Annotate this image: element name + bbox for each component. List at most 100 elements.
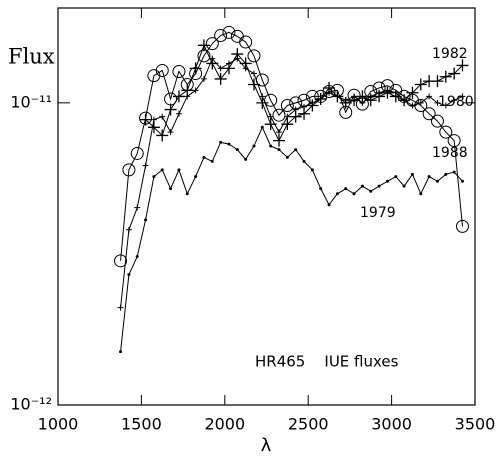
data-point [394, 175, 398, 179]
data-point [172, 90, 185, 103]
data-point [430, 114, 444, 128]
data-point [414, 78, 427, 91]
data-point [314, 89, 328, 103]
data-point [185, 192, 189, 196]
data-point [159, 113, 166, 120]
data-point [264, 93, 278, 107]
data-point [410, 172, 414, 176]
annotation: HR465 IUE fluxes [255, 353, 399, 371]
data-point [242, 65, 249, 72]
data-point [260, 125, 264, 129]
data-point [317, 95, 324, 102]
data-point [172, 64, 186, 78]
data-point [455, 219, 469, 233]
data-point [144, 218, 148, 222]
y-tick-label: 10⁻¹² [10, 395, 52, 414]
data-point [448, 67, 461, 80]
data-point [247, 49, 261, 63]
data-point [369, 189, 373, 193]
data-point [135, 255, 139, 259]
data-point [339, 105, 353, 119]
data-point [130, 146, 144, 160]
data-point [442, 102, 449, 109]
data-point [289, 110, 302, 123]
data-point [292, 106, 299, 113]
data-point [335, 192, 339, 196]
data-point [322, 85, 336, 99]
data-point [377, 184, 381, 188]
data-point [364, 85, 378, 99]
data-point [225, 60, 232, 67]
series-label: 1982 [432, 46, 468, 62]
data-point [452, 170, 456, 174]
data-point [276, 129, 283, 136]
data-point [426, 93, 433, 100]
data-point [402, 184, 406, 188]
data-point [192, 87, 199, 94]
data-point [197, 49, 211, 63]
data-point [200, 75, 207, 82]
series-label: 1988 [432, 145, 468, 161]
data-point [169, 187, 173, 191]
data-point [250, 70, 257, 77]
data-point [267, 113, 274, 120]
series-label: 1979 [360, 205, 396, 221]
data-point [180, 77, 194, 91]
data-point [285, 155, 289, 159]
x-tick-label: 2000 [204, 415, 245, 434]
data-point [310, 168, 314, 172]
data-point [434, 99, 441, 106]
data-point [184, 93, 191, 100]
data-point [177, 168, 181, 172]
data-point [342, 97, 349, 104]
data-point [210, 159, 214, 163]
data-point [280, 98, 294, 112]
data-point [417, 99, 424, 106]
data-point [214, 29, 228, 43]
x-tick-label: 3000 [371, 415, 412, 434]
data-point [227, 142, 231, 146]
data-point [167, 129, 174, 136]
data-point [222, 25, 236, 39]
data-point [297, 93, 311, 107]
data-point [202, 155, 206, 159]
data-point [175, 110, 182, 117]
data-point [189, 67, 203, 81]
data-point [301, 103, 308, 110]
data-point [327, 203, 331, 207]
data-point [217, 65, 224, 72]
data-point [219, 140, 223, 144]
data-point [347, 88, 361, 102]
data-point [152, 175, 156, 179]
data-point [272, 108, 286, 122]
data-point [205, 37, 219, 51]
data-point [460, 179, 464, 183]
data-point [439, 125, 453, 139]
data-point [294, 148, 298, 152]
data-point [122, 163, 136, 177]
data-point [127, 273, 131, 277]
x-tick-label: 2500 [288, 415, 329, 434]
data-point [125, 226, 132, 233]
data-point [160, 168, 164, 172]
series-line [120, 126, 463, 352]
data-point [147, 121, 160, 134]
y-tick-label: 10⁻¹¹ [10, 92, 52, 111]
data-point [344, 187, 348, 191]
data-point [439, 70, 452, 83]
data-point [451, 97, 458, 104]
data-point [244, 157, 248, 161]
data-point [277, 148, 281, 152]
data-point [447, 134, 461, 148]
data-point [380, 79, 394, 93]
data-point [269, 144, 273, 148]
y-axis-label: Flux [8, 45, 55, 69]
series-label: 1980 [438, 94, 474, 110]
data-point [214, 72, 227, 85]
data-point [352, 192, 356, 196]
data-point [389, 83, 403, 97]
x-tick-label: 1500 [121, 415, 162, 434]
data-point [397, 89, 411, 103]
data-point [209, 55, 216, 62]
data-point [351, 93, 358, 100]
